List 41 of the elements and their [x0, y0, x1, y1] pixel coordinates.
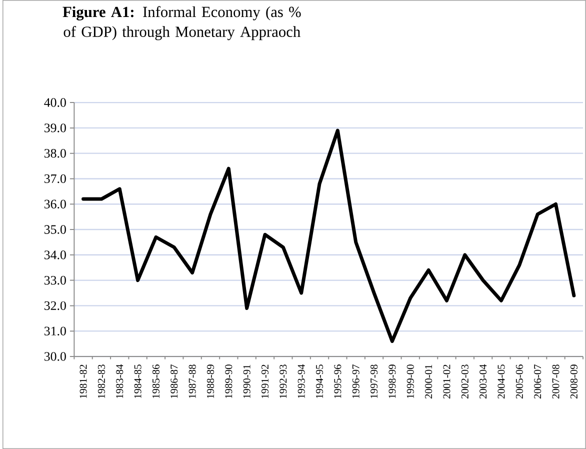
x-tick-label: 1993-94 — [298, 364, 305, 398]
y-tick-label: 30.0 — [44, 352, 66, 361]
x-tick-label: 1985-86 — [152, 364, 160, 398]
x-tick-label: 1986-87 — [170, 364, 178, 398]
x-tick-label: 2003-04 — [480, 364, 487, 398]
y-tick-label: 40.0 — [44, 98, 66, 107]
x-tick-label: 2008-09 — [570, 364, 578, 398]
y-tick-label: 39.0 — [44, 124, 66, 132]
x-tick-label: 1991-92 — [261, 364, 268, 398]
y-tick-label: 32.0 — [44, 301, 66, 310]
y-tick-label: 34.0 — [44, 250, 66, 260]
x-tick-label: 2001-02 — [443, 364, 450, 398]
x-tick-label: 1990-91 — [243, 364, 250, 398]
x-tick-label: 1984-85 — [134, 364, 142, 398]
x-tick-label: 1988-89 — [206, 364, 214, 398]
x-tick-label: 1999-00 — [406, 364, 414, 398]
x-tick-label: 1996-97 — [352, 364, 360, 398]
x-tick-label: 1983-84 — [116, 364, 124, 398]
x-tick-label: 2000-01 — [425, 364, 432, 398]
x-tick-label: 1992-93 — [280, 364, 287, 398]
y-tick-label: 37.0 — [44, 174, 66, 184]
x-tick-label: 1998-99 — [388, 364, 396, 398]
x-tick-label: 1982-83 — [98, 364, 105, 398]
y-tick-label: 36.0 — [44, 200, 66, 208]
line-series — [82, 128, 576, 343]
x-tick-label: 1989-90 — [225, 364, 232, 398]
x-tick-label: 2002-03 — [461, 364, 468, 398]
x-tick-label: 2004-05 — [498, 364, 505, 398]
x-tick-label: 2007-08 — [552, 364, 560, 398]
x-tick-label: 2005-06 — [516, 364, 523, 398]
x-tick-label: 1981-82 — [80, 364, 87, 398]
y-tick-label: 31.0 — [44, 326, 66, 336]
y-tick-label: 35.0 — [44, 225, 66, 234]
y-tick-label: 38.0 — [44, 148, 66, 158]
x-tick-label: 1987-88 — [188, 364, 196, 398]
chart-title: Figure A1: Informal Economy (as % of GDP) through Monetary Appraoch — [62, 6, 301, 40]
x-tick-label: 1995-96 — [334, 364, 342, 398]
y-tick-label: 33.0 — [44, 276, 66, 285]
x-tick-label: 2006-07 — [534, 364, 542, 398]
x-tick-label: 1994-95 — [316, 364, 324, 398]
x-tick-label: 1997-98 — [370, 364, 378, 398]
